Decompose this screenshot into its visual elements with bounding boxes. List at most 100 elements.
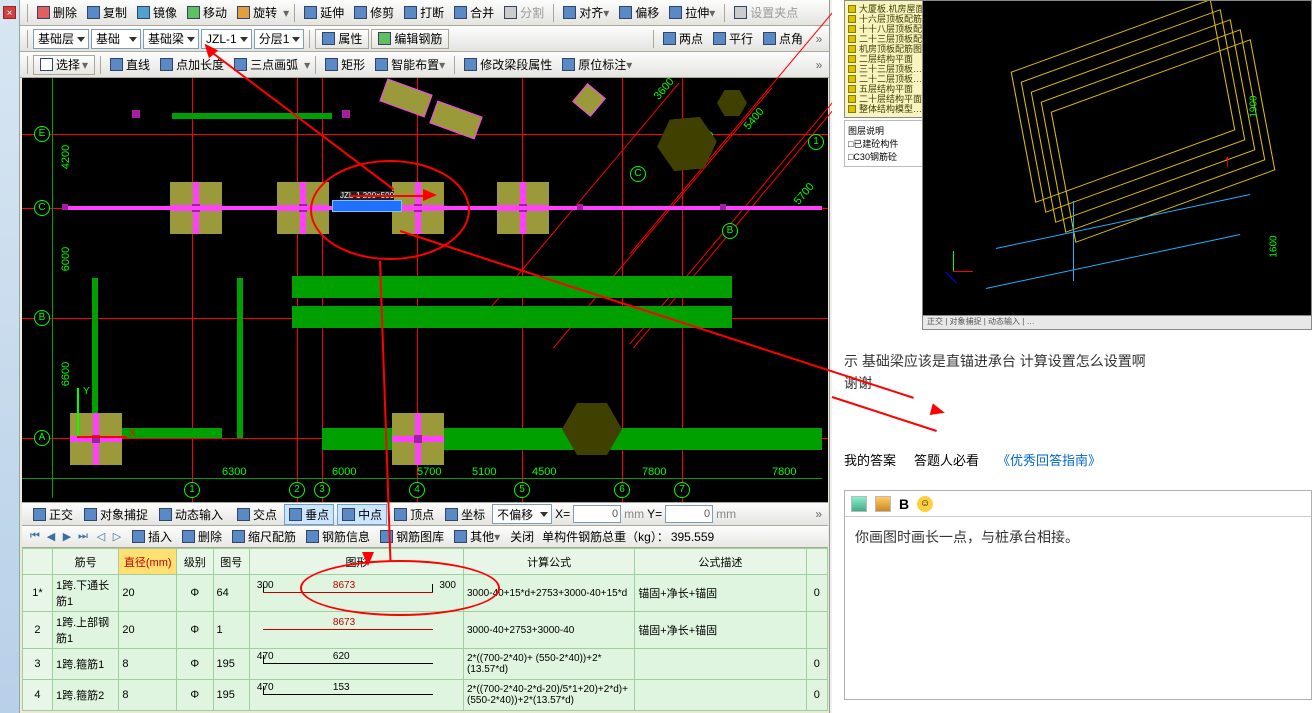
close-button[interactable]: 关闭 — [506, 527, 538, 546]
rebar-info-button[interactable]: 钢筋信息 — [302, 527, 374, 546]
delete-button[interactable]: 删除 — [33, 3, 81, 22]
axis-bubble: C — [630, 166, 646, 182]
col-desc[interactable]: 公式描述 — [635, 549, 806, 575]
editor-toolbar: B ☺ — [845, 491, 1311, 517]
table-row[interactable]: 41跨.箍筋28Φ1954701532*((700-2*40-2*d-20)/5… — [23, 680, 828, 711]
mirror-button[interactable]: 镜像 — [133, 3, 181, 22]
vertex-icon — [394, 508, 407, 521]
annotation-ellipse — [300, 560, 500, 616]
two-point-button[interactable]: 两点 — [659, 29, 707, 48]
rebar-lib-button[interactable]: 钢筋图库 — [376, 527, 448, 546]
annotate-icon — [562, 58, 575, 71]
osnap-toggle[interactable]: 对象捕捉 — [80, 505, 152, 524]
emoji-icon[interactable]: ☺ — [917, 496, 933, 512]
extend-button[interactable]: 延伸 — [300, 3, 348, 22]
dynamic-input-toggle[interactable]: 动态输入 — [155, 505, 227, 524]
angle-button[interactable]: 点角 — [759, 29, 807, 48]
cursor-icon — [40, 58, 53, 71]
line-button[interactable]: 直线 — [106, 55, 154, 74]
next-icon[interactable]: ▶ — [60, 530, 74, 544]
drawing-canvas[interactable]: 3600 20100 5400 5700 JZL-1 200×500 — [22, 78, 828, 502]
insert-row-button[interactable]: 插入 — [128, 527, 176, 546]
table-row[interactable]: 31跨.箍筋18Φ1954706202*((700-2*40)+ (550-2*… — [23, 649, 828, 680]
last-icon[interactable]: ⏭ — [76, 530, 90, 544]
legend-thumb: 图层说明□已建砼构件□C30钢筋砼 — [844, 120, 924, 167]
rebar-nav-bar: ⏮ ◀ ▶ ⏭ ◁ ▷ 插入 删除 缩尺配筋 钢筋信息 钢筋图库 其他▾ 关闭 … — [22, 526, 828, 548]
align-button[interactable]: 对齐▾ — [559, 3, 613, 22]
guide-link[interactable]: 《优秀回答指南》 — [997, 450, 1101, 469]
unit-label: mm — [624, 507, 644, 521]
image2-icon[interactable] — [875, 496, 891, 512]
copy-button[interactable]: 复制 — [83, 3, 131, 22]
trim-button[interactable]: 修剪 — [350, 3, 398, 22]
rect-button[interactable]: 矩形 — [321, 55, 369, 74]
osnap-icon — [84, 508, 97, 521]
delete-row-button[interactable]: 删除 — [178, 527, 226, 546]
bold-button[interactable]: B — [899, 496, 909, 512]
table-row[interactable]: 21跨.上部钢筋120Φ186733000-40+2753+3000-40锚固+… — [23, 612, 828, 649]
trim-icon — [354, 6, 367, 19]
col-mark[interactable]: 图号 — [213, 549, 249, 575]
element-combo[interactable]: 基础梁 — [143, 29, 199, 49]
intersect-toggle[interactable]: 交点 — [233, 505, 281, 524]
align-icon — [563, 6, 576, 19]
move-button[interactable]: 移动 — [183, 3, 231, 22]
overflow-icon[interactable]: » — [815, 507, 828, 521]
stretch-button[interactable]: 拉伸▾ — [665, 3, 719, 22]
col-name[interactable]: 筋号 — [52, 549, 118, 575]
offset-button[interactable]: 偏移 — [615, 3, 663, 22]
axis-bubble: C — [34, 200, 50, 216]
my-answer-tab[interactable]: 我的答案 — [844, 450, 896, 469]
offset-combo[interactable]: 不偏移 — [492, 504, 552, 524]
col-diameter[interactable]: 直径(mm) — [119, 549, 177, 575]
vertex-toggle[interactable]: 顶点 — [390, 505, 438, 524]
parallel-button[interactable]: 平行 — [709, 29, 757, 48]
dim-label: 7800 — [772, 466, 796, 478]
image-icon[interactable] — [851, 496, 867, 512]
delete-icon — [37, 6, 50, 19]
dim-label: 6300 — [222, 466, 246, 478]
overflow-icon[interactable]: » — [809, 32, 829, 46]
coord-toggle[interactable]: 坐标 — [441, 505, 489, 524]
props-button[interactable]: 属性 — [315, 29, 369, 49]
component-combo[interactable]: 基础 — [91, 29, 141, 49]
overflow-icon[interactable]: » — [809, 58, 829, 72]
mid-toggle[interactable]: 中点 — [337, 504, 387, 525]
perp-toggle[interactable]: 垂点 — [284, 504, 334, 525]
arc3-button[interactable]: 三点画弧 — [230, 55, 302, 74]
col-formula[interactable]: 计算公式 — [464, 549, 635, 575]
sublayer-combo[interactable]: 分层1 — [254, 29, 305, 49]
prev2-icon[interactable]: ◁ — [94, 530, 108, 544]
must-read-tab[interactable]: 答题人必看 — [914, 450, 979, 469]
edit-rebar-button[interactable]: 编辑钢筋 — [371, 29, 449, 49]
break-button[interactable]: 打断 — [400, 3, 448, 22]
close-icon[interactable]: × — [3, 6, 16, 19]
annotate-button[interactable]: 原位标注▾ — [558, 55, 636, 74]
delete-icon — [182, 530, 195, 543]
next2-icon[interactable]: ▷ — [110, 530, 124, 544]
select-button[interactable]: 选择▾ — [33, 55, 95, 75]
break-icon — [404, 6, 417, 19]
answer-editor: B ☺ 你画图时画长一点，与桩承台相接。 — [844, 490, 1312, 700]
dim-label: 7800 — [642, 466, 666, 478]
move-icon — [187, 6, 200, 19]
other-button[interactable]: 其他▾ — [450, 527, 504, 546]
smart-button[interactable]: 智能布置▾ — [371, 55, 449, 74]
mod-beam-button[interactable]: 修改梁段属性 — [460, 55, 556, 74]
addlen-icon — [160, 58, 173, 71]
axis-bubble: A — [34, 430, 50, 446]
editor-body[interactable]: 你画图时画长一点，与桩承台相接。 — [845, 517, 1311, 557]
col-grade[interactable]: 级别 — [177, 549, 213, 575]
rotate-button[interactable]: 旋转 — [233, 3, 281, 22]
lib-icon — [380, 530, 393, 543]
first-icon[interactable]: ⏮ — [28, 530, 42, 544]
ortho-toggle[interactable]: 正交 — [29, 505, 77, 524]
prev-icon[interactable]: ◀ — [44, 530, 58, 544]
scale-rebar-button[interactable]: 缩尺配筋 — [228, 527, 300, 546]
x-input[interactable]: 0 — [573, 505, 621, 523]
dim-label: 6000 — [332, 466, 356, 478]
y-input[interactable]: 0 — [665, 505, 713, 523]
floor-combo[interactable]: 基础层 — [33, 29, 89, 49]
merge-button[interactable]: 合并 — [450, 3, 498, 22]
axis-bubble: 4 — [409, 482, 425, 498]
